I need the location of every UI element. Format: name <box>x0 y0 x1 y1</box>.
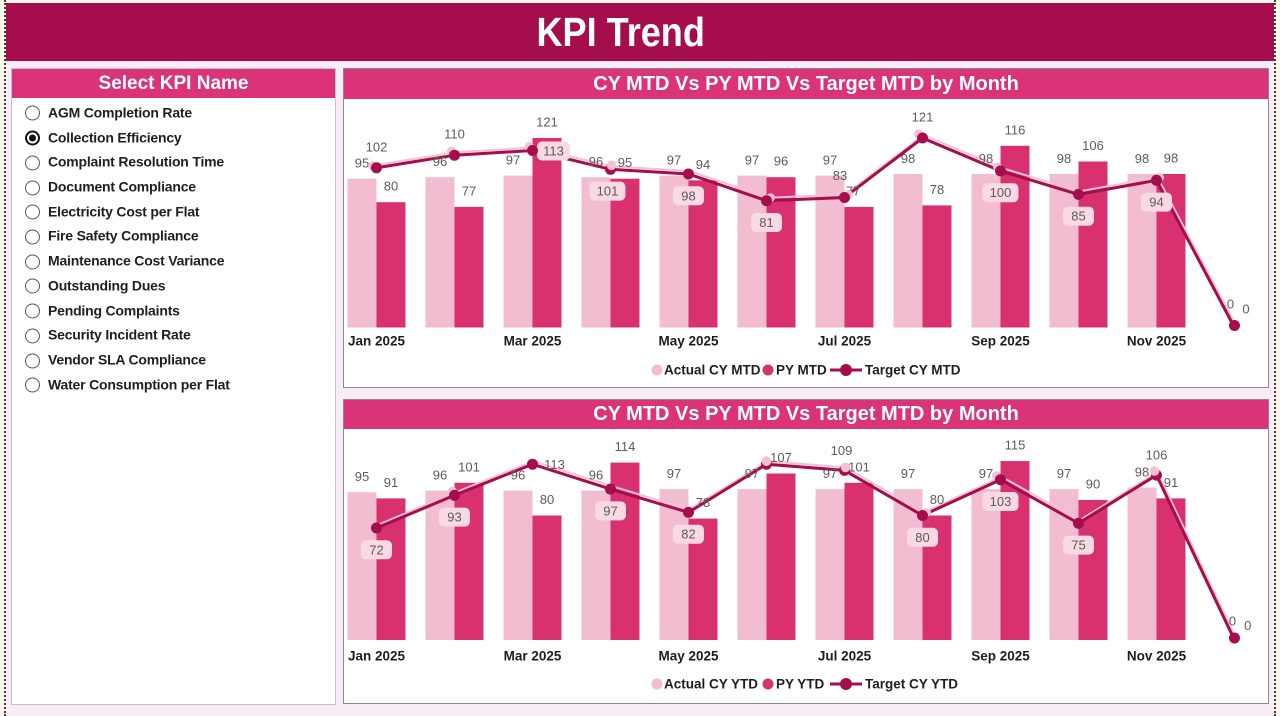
svg-text:80: 80 <box>930 492 944 507</box>
svg-text:Mar 2025: Mar 2025 <box>504 649 562 664</box>
svg-text:Nov 2025: Nov 2025 <box>1127 649 1187 664</box>
svg-text:98: 98 <box>681 188 695 203</box>
svg-text:May 2025: May 2025 <box>658 649 719 664</box>
svg-text:102: 102 <box>366 139 388 154</box>
svg-text:Jan 2025: Jan 2025 <box>348 649 406 664</box>
svg-text:Mar 2025: Mar 2025 <box>504 334 562 349</box>
svg-text:98: 98 <box>1164 151 1178 166</box>
svg-text:98: 98 <box>901 151 915 166</box>
svg-text:95: 95 <box>355 156 369 171</box>
svg-text:103: 103 <box>990 494 1012 509</box>
svg-text:109: 109 <box>831 443 853 458</box>
svg-text:97: 97 <box>901 466 915 481</box>
svg-text:96: 96 <box>589 154 603 169</box>
svg-text:114: 114 <box>615 439 636 454</box>
svg-text:0: 0 <box>1229 614 1236 629</box>
svg-text:Actual CY YTD: Actual CY YTD <box>664 677 758 692</box>
svg-text:72: 72 <box>369 542 383 557</box>
svg-text:97: 97 <box>667 466 681 481</box>
svg-text:97: 97 <box>506 153 520 168</box>
svg-text:90: 90 <box>1086 477 1100 492</box>
svg-text:0: 0 <box>1242 302 1249 317</box>
svg-text:96: 96 <box>433 468 447 483</box>
svg-text:95: 95 <box>618 155 632 170</box>
svg-text:98: 98 <box>1057 151 1071 166</box>
svg-text:98: 98 <box>979 151 993 166</box>
svg-text:0: 0 <box>1227 297 1234 312</box>
svg-text:Jul 2025: Jul 2025 <box>818 649 872 664</box>
svg-text:78: 78 <box>930 182 944 197</box>
svg-text:96: 96 <box>433 154 447 169</box>
svg-text:80: 80 <box>384 179 398 194</box>
svg-text:Nov 2025: Nov 2025 <box>1127 334 1187 349</box>
svg-text:Target CY YTD: Target CY YTD <box>865 677 958 692</box>
svg-text:100: 100 <box>990 185 1012 200</box>
svg-text:106: 106 <box>1082 138 1104 153</box>
svg-text:91: 91 <box>384 475 398 490</box>
svg-text:101: 101 <box>458 459 480 474</box>
svg-text:97: 97 <box>667 153 681 168</box>
svg-text:PY YTD: PY YTD <box>776 677 825 692</box>
svg-text:121: 121 <box>912 110 934 125</box>
svg-text:97: 97 <box>745 466 759 481</box>
svg-text:81: 81 <box>759 215 773 230</box>
svg-text:0: 0 <box>1244 618 1251 633</box>
svg-text:94: 94 <box>696 157 710 172</box>
svg-text:Sep 2025: Sep 2025 <box>971 334 1030 349</box>
svg-text:Target CY MTD: Target CY MTD <box>865 363 961 378</box>
svg-text:96: 96 <box>589 468 603 483</box>
svg-text:97: 97 <box>603 503 617 518</box>
svg-text:75: 75 <box>1071 538 1085 553</box>
svg-text:113: 113 <box>544 457 565 472</box>
svg-text:107: 107 <box>770 450 792 465</box>
svg-text:106: 106 <box>1146 448 1168 463</box>
svg-text:Jul 2025: Jul 2025 <box>818 334 872 349</box>
svg-text:Sep 2025: Sep 2025 <box>971 649 1030 664</box>
svg-text:101: 101 <box>597 184 619 199</box>
svg-text:101: 101 <box>848 459 870 474</box>
svg-text:PY MTD: PY MTD <box>776 363 827 378</box>
svg-text:80: 80 <box>915 530 929 545</box>
svg-text:113: 113 <box>543 144 564 159</box>
svg-text:Actual CY MTD: Actual CY MTD <box>664 363 761 378</box>
svg-text:Jan 2025: Jan 2025 <box>348 334 406 349</box>
svg-text:May 2025: May 2025 <box>658 334 719 349</box>
svg-text:97: 97 <box>823 466 837 481</box>
svg-text:94: 94 <box>1149 195 1163 210</box>
svg-text:80: 80 <box>540 492 554 507</box>
svg-text:110: 110 <box>444 127 465 142</box>
svg-text:82: 82 <box>681 527 695 542</box>
svg-text:97: 97 <box>1057 466 1071 481</box>
svg-text:91: 91 <box>1164 475 1178 490</box>
svg-text:78: 78 <box>696 495 710 510</box>
svg-text:115: 115 <box>1005 438 1026 453</box>
svg-text:121: 121 <box>536 115 558 130</box>
svg-text:85: 85 <box>1071 209 1085 224</box>
svg-text:96: 96 <box>774 154 788 169</box>
svg-text:95: 95 <box>355 469 369 484</box>
svg-text:77: 77 <box>462 183 476 198</box>
svg-text:83: 83 <box>833 168 847 183</box>
svg-text:97: 97 <box>979 466 993 481</box>
svg-text:116: 116 <box>1005 122 1026 137</box>
svg-text:96: 96 <box>511 468 525 483</box>
svg-text:97: 97 <box>745 153 759 168</box>
svg-text:97: 97 <box>823 153 837 168</box>
svg-text:93: 93 <box>447 510 461 525</box>
svg-text:98: 98 <box>1135 151 1149 166</box>
svg-text:98: 98 <box>1135 465 1149 480</box>
